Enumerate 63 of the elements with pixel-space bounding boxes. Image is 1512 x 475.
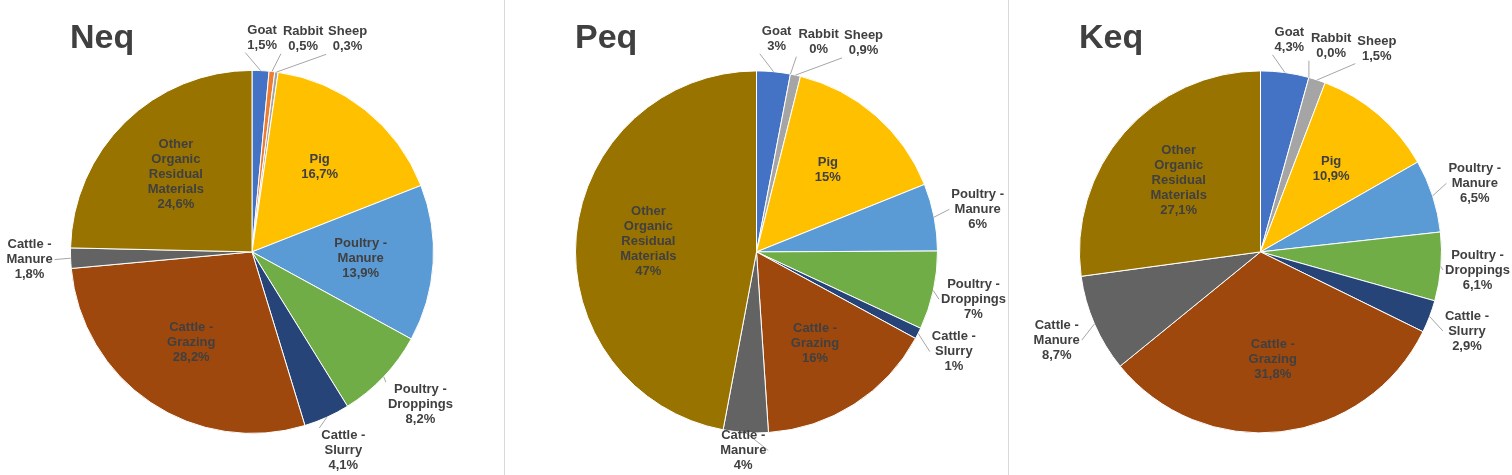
slice-label: Other Organic Residual Materials [1150,142,1207,203]
chart-title: Peq [575,16,638,55]
data-label: 28,2% [172,348,211,364]
data-label: 0,5% [288,37,319,53]
data-label: 8,2% [405,411,436,427]
data-label: 6% [968,215,988,231]
data-label: 24,6% [157,195,195,211]
data-label: 4,3% [1274,38,1305,54]
slice-label: Goat [1274,23,1305,39]
data-label: 1,5% [247,36,278,52]
slice-label: Other Organic Residual Materials [147,135,205,196]
slice-label: Cattle - Grazing [790,319,840,350]
data-label: 0,9% [848,42,879,57]
data-label: 47% [635,263,662,279]
slice-label: Poultry - Droppings [1445,246,1510,277]
data-label: 6,1% [1462,276,1493,292]
slice-label: Poultry - Manure [334,235,388,266]
slice-label: Goat [761,22,793,38]
slice-label: Cattle - Grazing [1248,336,1298,367]
slice-label: Pig [817,154,839,170]
slice-label: Cattle - Manure [720,427,767,458]
slice-label: Rabbit [282,22,325,38]
slice-label: Cattle - Slurry [931,328,976,359]
data-label: 16% [802,349,829,365]
slice-label: Cattle - Slurry [321,427,366,458]
slice-label: Sheep [844,27,884,42]
slice-label: Poultry - Droppings [387,381,453,412]
data-label: 7% [964,305,984,321]
slice-label: Poultry - Manure [1448,159,1502,190]
slice-label: Other Organic Residual Materials [620,203,677,264]
data-label: 1,8% [14,266,45,282]
category-label: Rabbit [1310,29,1352,45]
slice-label: Pig [1321,153,1342,169]
data-label: 27,1% [1160,202,1198,218]
data-label: 6,5% [1459,189,1491,205]
data-label: 13,9% [342,265,380,281]
data-label: 0,3% [332,38,363,54]
chart-title: Keq [1079,16,1144,55]
slice-label: Cattle - Manure [6,236,53,267]
data-label: 31,8% [1254,366,1292,382]
slice-label: Goat [247,21,278,37]
slice-label: Cattle - Grazing [167,318,216,349]
data-label: 1,5% [1361,47,1393,63]
category-label: Rabbit [798,25,839,41]
data-label: 10,9% [1312,168,1351,184]
data-label: 8,7% [1041,346,1072,362]
text: 0,0% [1316,44,1346,60]
chart-title: Neq [70,16,135,55]
data-label: 3% [767,37,787,53]
slice-label: Cattle - Manure [1033,316,1080,347]
data-label: 15% [814,169,842,185]
data-label: 2,9% [1452,337,1483,353]
text: 0% [809,40,829,56]
data-label: 16,7% [301,165,339,181]
slice-label: Poultry - Manure [951,185,1005,216]
data-label: 4% [733,457,754,473]
slice-label: Sheep [1357,32,1397,48]
data-label: 1% [944,358,964,374]
slice-label: Cattle - Slurry [1444,307,1489,338]
slice-label: Pig [309,150,330,166]
slice-label: Sheep [328,23,368,39]
slice-label: Poultry - Droppings [941,275,1006,306]
data-label: 4,1% [328,457,359,473]
